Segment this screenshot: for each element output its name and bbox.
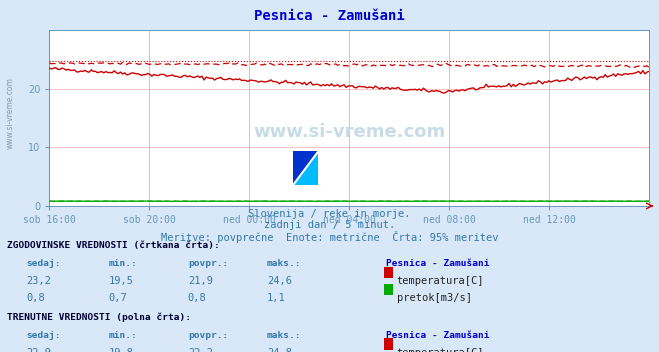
Text: Pesnica - Zamušani: Pesnica - Zamušani [386,259,489,269]
Text: Meritve: povprečne  Enote: metrične  Črta: 95% meritev: Meritve: povprečne Enote: metrične Črta:… [161,231,498,243]
Text: 0,8: 0,8 [188,293,206,303]
Text: 1,1: 1,1 [267,293,285,303]
Text: 23,2: 23,2 [26,276,51,286]
Text: 24,6: 24,6 [267,276,292,286]
Text: 24,8: 24,8 [267,348,292,352]
Text: www.si-vreme.com: www.si-vreme.com [253,123,445,141]
Text: pretok[m3/s]: pretok[m3/s] [397,293,472,303]
Text: povpr.:: povpr.: [188,259,228,269]
Text: Slovenija / reke in morje.: Slovenija / reke in morje. [248,209,411,219]
Text: temperatura[C]: temperatura[C] [397,276,484,286]
Text: min.:: min.: [109,259,138,269]
Text: temperatura[C]: temperatura[C] [397,348,484,352]
Polygon shape [293,151,318,185]
Text: min.:: min.: [109,331,138,340]
Text: 21,9: 21,9 [188,276,213,286]
Polygon shape [293,151,318,185]
Text: 19,8: 19,8 [109,348,134,352]
Text: 22,9: 22,9 [26,348,51,352]
Text: povpr.:: povpr.: [188,331,228,340]
Text: zadnji dan / 5 minut.: zadnji dan / 5 minut. [264,220,395,230]
Text: Pesnica - Zamušani: Pesnica - Zamušani [254,9,405,23]
Text: www.si-vreme.com: www.si-vreme.com [5,77,14,149]
Text: Pesnica - Zamušani: Pesnica - Zamušani [386,331,489,340]
Text: 0,7: 0,7 [109,293,127,303]
Text: ZGODOVINSKE VREDNOSTI (črtkana črta):: ZGODOVINSKE VREDNOSTI (črtkana črta): [7,241,219,250]
Text: 0,8: 0,8 [26,293,45,303]
Text: maks.:: maks.: [267,259,301,269]
Text: TRENUTNE VREDNOSTI (polna črta):: TRENUTNE VREDNOSTI (polna črta): [7,313,190,322]
Text: 22,2: 22,2 [188,348,213,352]
Text: sedaj:: sedaj: [26,331,61,340]
Text: 19,5: 19,5 [109,276,134,286]
Polygon shape [293,151,318,185]
Text: sedaj:: sedaj: [26,259,61,269]
Text: maks.:: maks.: [267,331,301,340]
